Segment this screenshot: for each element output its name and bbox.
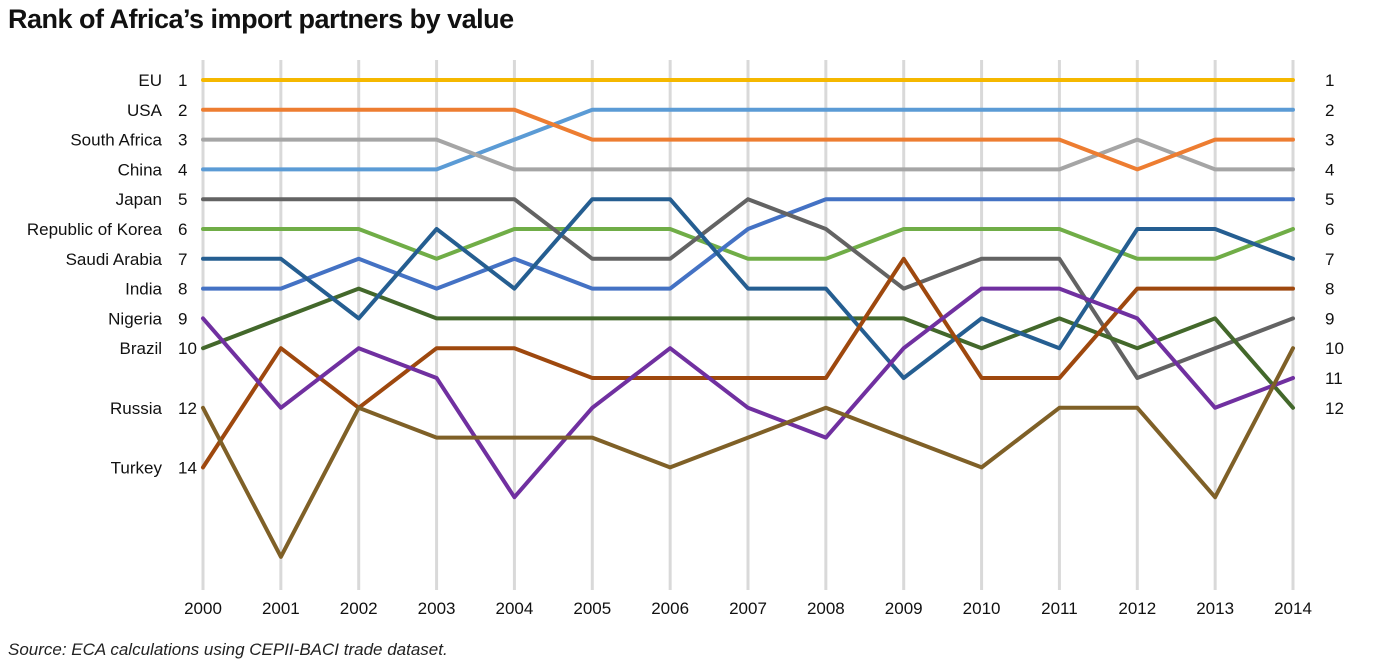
- series-line: [201, 107, 1295, 172]
- left-axis-partner-label: India: [125, 280, 162, 299]
- left-axis-partner-label: Turkey: [111, 458, 163, 477]
- left-axis-partner-label: USA: [127, 101, 163, 120]
- left-axis-rank-label: 6: [178, 220, 187, 239]
- x-axis-year-label: 2010: [963, 599, 1001, 618]
- right-axis-rank-label: 11: [1325, 369, 1343, 388]
- series-line: [201, 346, 1295, 559]
- right-axis-rank-label: 2: [1325, 101, 1334, 120]
- right-axis-rank-label: 7: [1325, 250, 1334, 269]
- left-axis-rank-label: 14: [178, 458, 197, 477]
- right-axis-rank-label: 6: [1325, 220, 1334, 239]
- series-line: [201, 137, 1295, 172]
- left-axis-partner-label: EU: [138, 71, 162, 90]
- left-axis-partner-label: Republic of Korea: [27, 220, 163, 239]
- series-line: [201, 256, 1295, 470]
- right-axis-rank-label: 5: [1325, 190, 1334, 209]
- left-axis-partner-label: Brazil: [119, 339, 162, 358]
- series-line: [201, 107, 1295, 172]
- x-axis-year-label: 2014: [1274, 599, 1312, 618]
- right-axis-rank-label: 9: [1325, 309, 1334, 328]
- x-axis-year-label: 2009: [885, 599, 923, 618]
- x-axis-labels: 2000 2001 2002 2003 2004 2005 2006 2007 2008 2009…: [184, 599, 1312, 618]
- x-axis-year-label: 2001: [262, 599, 300, 618]
- left-axis-rank-label: 8: [178, 280, 187, 299]
- right-axis-rank-label: 1: [1325, 71, 1334, 90]
- x-axis-year-label: 2002: [340, 599, 378, 618]
- left-axis-rank-label: 5: [178, 190, 187, 209]
- left-axis-rank-label: 7: [178, 250, 187, 269]
- series-line: [201, 197, 1295, 291]
- series-line: [201, 286, 1295, 500]
- left-axis-partner-label: South Africa: [70, 131, 162, 150]
- chart-title: Rank of Africa’s import partners by valu…: [8, 4, 514, 34]
- x-axis-year-label: 2013: [1196, 599, 1234, 618]
- series-line: [201, 286, 1295, 410]
- x-axis-year-label: 2000: [184, 599, 222, 618]
- right-axis-rank-label: 3: [1325, 131, 1334, 150]
- x-axis-year-label: 2006: [651, 599, 689, 618]
- right-axis-rank-label: 12: [1325, 399, 1344, 418]
- left-axis-rank-label: 9: [178, 309, 187, 328]
- left-axis-partner-label: China: [118, 160, 163, 179]
- x-axis-year-label: 2012: [1118, 599, 1156, 618]
- left-axis-rank-label: 12: [178, 399, 197, 418]
- x-axis-year-label: 2008: [807, 599, 845, 618]
- series-line: [201, 197, 1295, 380]
- x-axis-year-label: 2003: [418, 599, 456, 618]
- gridlines: [201, 60, 1295, 590]
- left-axis-partner-label: Nigeria: [108, 309, 162, 328]
- x-axis-year-label: 2004: [496, 599, 534, 618]
- left-axis-partner-label: Saudi Arabia: [66, 250, 163, 269]
- series-lines: [201, 78, 1295, 559]
- left-axis-rank-label: 2: [178, 101, 187, 120]
- x-axis-year-label: 2007: [729, 599, 767, 618]
- left-axis-rank-label: 10: [178, 339, 197, 358]
- left-axis-rank-label: 3: [178, 131, 187, 150]
- chart-source-note: Source: ECA calculations using CEPII-BAC…: [8, 640, 448, 659]
- left-axis-rank-label: 1: [178, 71, 187, 90]
- right-axis-rank-label: 10: [1325, 339, 1344, 358]
- left-axis-partner-label: Russia: [110, 399, 163, 418]
- x-axis-year-label: 2011: [1041, 599, 1078, 618]
- right-axis-rank-label: 8: [1325, 280, 1334, 299]
- left-axis-rank-label: 4: [178, 160, 187, 179]
- left-axis-labels: EU 1 USA 2 South Africa 3 China 4 Japan 5 Republic…: [27, 71, 197, 477]
- x-axis-year-label: 2005: [573, 599, 611, 618]
- right-axis-rank-label: 4: [1325, 160, 1334, 179]
- left-axis-partner-label: Japan: [116, 190, 162, 209]
- series-line: [201, 227, 1295, 261]
